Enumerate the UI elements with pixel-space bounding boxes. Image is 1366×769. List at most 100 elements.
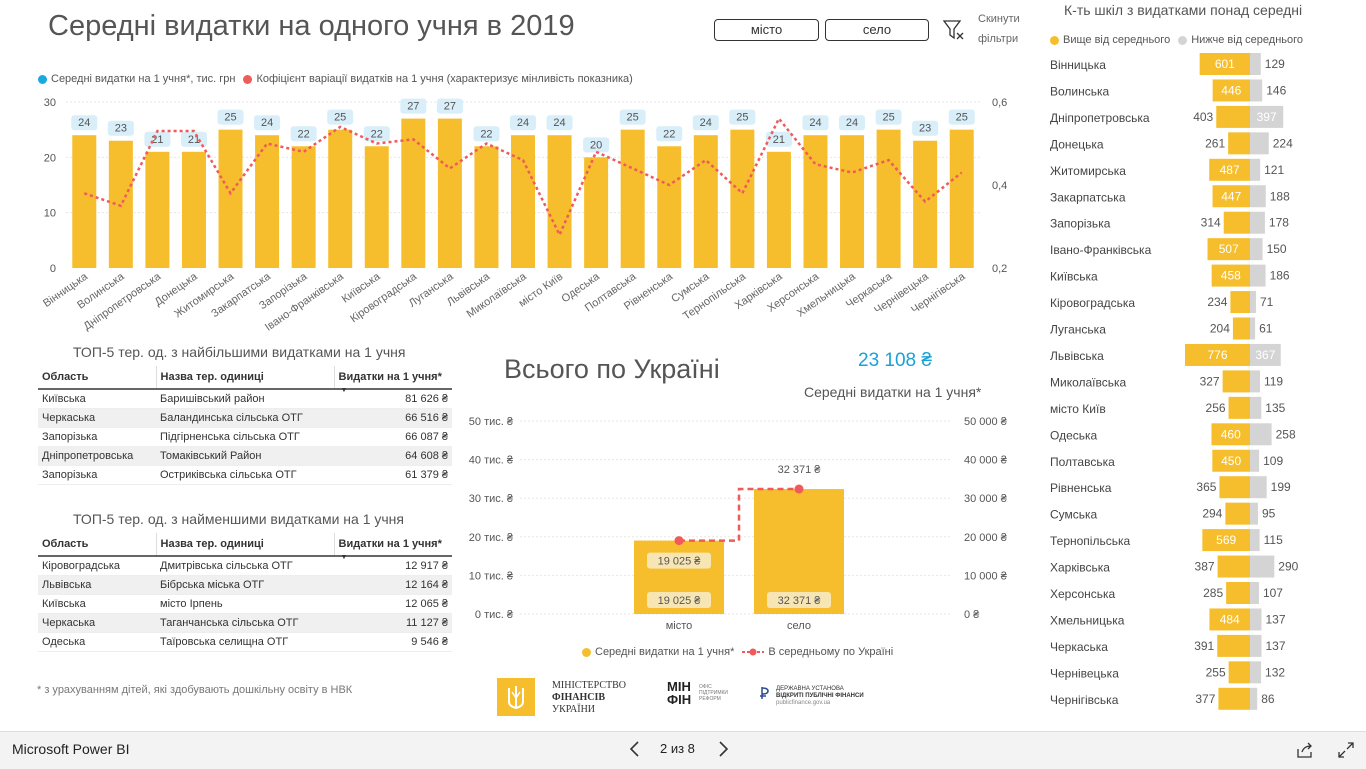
bar-below[interactable] [1250, 370, 1260, 393]
bar-above[interactable] [1207, 238, 1250, 261]
bar-above[interactable] [1212, 449, 1250, 472]
bar-below[interactable] [1250, 158, 1261, 181]
slicer-village-button[interactable]: село [825, 19, 929, 41]
bar-above[interactable] [1223, 211, 1250, 234]
table-row[interactable]: Дніпропетровська Томаківський Район 64 608… [38, 446, 452, 466]
bar-above[interactable] [1211, 423, 1250, 446]
ukraine-avg-point[interactable] [794, 484, 804, 494]
bar[interactable] [218, 129, 243, 268]
bar[interactable] [657, 146, 682, 268]
bar[interactable] [620, 129, 645, 268]
bar-below[interactable] [1250, 502, 1258, 525]
bar[interactable] [291, 146, 316, 268]
bar[interactable] [803, 135, 828, 268]
table-row[interactable]: Черкаська Таганчанська сільська ОТГ 11 127… [38, 613, 452, 633]
bar-above[interactable] [1218, 687, 1250, 710]
bar-below[interactable] [1250, 79, 1263, 102]
bar-below[interactable] [1250, 105, 1284, 128]
bar-below[interactable] [1250, 343, 1281, 366]
bar[interactable] [72, 135, 97, 268]
next-page-icon[interactable] [716, 739, 730, 764]
bar[interactable] [255, 135, 280, 268]
bar-below[interactable] [1250, 634, 1262, 657]
bar-above[interactable] [1226, 582, 1250, 604]
bar[interactable] [108, 140, 133, 268]
bar-above[interactable] [1232, 317, 1250, 340]
bar-below[interactable] [1250, 529, 1260, 552]
bar-below[interactable] [1250, 132, 1269, 155]
col-region[interactable]: Область [38, 533, 156, 557]
bar[interactable] [364, 146, 389, 268]
bar-above[interactable] [1212, 185, 1250, 208]
bar[interactable] [474, 146, 499, 268]
bar[interactable] [401, 118, 426, 268]
table-row[interactable]: Запорізька Підгірненська сільська ОТГ 66 0… [38, 427, 452, 447]
bar-below[interactable] [1250, 185, 1266, 208]
bar-below[interactable] [1250, 661, 1262, 684]
bar-above[interactable] [1209, 158, 1250, 181]
bar-above[interactable] [1217, 555, 1250, 578]
col-unit-name[interactable]: Назва тер. одиниці [155, 366, 334, 390]
bar-below[interactable] [1250, 264, 1266, 287]
bar-above[interactable] [1230, 291, 1250, 314]
reset-filters-label[interactable]: Скинути фільтри [978, 9, 1020, 49]
bar-below[interactable] [1250, 608, 1262, 631]
bar-above[interactable] [1225, 502, 1250, 525]
slicer-city-button[interactable]: місто [714, 19, 819, 41]
bar[interactable] [437, 118, 462, 268]
col-region[interactable]: Область [38, 366, 156, 390]
bar[interactable] [547, 135, 572, 268]
bar-below[interactable] [1250, 423, 1272, 446]
bar-above[interactable] [1199, 53, 1250, 75]
bar-below[interactable] [1250, 555, 1275, 578]
bar[interactable] [584, 157, 609, 268]
bar-above[interactable] [1185, 343, 1250, 366]
table-row[interactable]: Київська місто Ірпень 12 065 ₴ [38, 594, 452, 614]
bar-above[interactable] [1217, 634, 1250, 657]
col-unit-name[interactable]: Назва тер. одиниці [155, 533, 334, 557]
bar-below[interactable] [1250, 396, 1262, 419]
col-expenses[interactable]: Видатки на 1 учня* ▼ [333, 366, 452, 394]
bar-above[interactable] [1209, 608, 1250, 631]
bar[interactable] [876, 129, 901, 268]
table-row[interactable]: Львівська Бібрська міська ОТГ 12 164 ₴ [38, 575, 452, 595]
bar-below[interactable] [1250, 449, 1260, 472]
bar-above[interactable] [1222, 370, 1250, 393]
bar-below[interactable] [1250, 687, 1258, 710]
bar[interactable] [181, 151, 206, 268]
bar-below[interactable] [1250, 582, 1259, 604]
bar[interactable] [328, 129, 353, 268]
table-row[interactable]: Кіровоградська Дмитрівська сільська ОТГ 12… [38, 556, 452, 576]
bar[interactable] [693, 135, 718, 268]
bar-above[interactable] [1216, 105, 1250, 128]
powerbi-brand[interactable]: Microsoft Power BI [12, 741, 130, 757]
bar-below[interactable] [1250, 476, 1267, 499]
bar[interactable] [766, 151, 791, 268]
ukraine-avg-point[interactable] [674, 536, 684, 546]
table-row[interactable]: Київська Баришівський район 81 626 ₴ [38, 389, 452, 409]
fullscreen-icon[interactable] [1337, 741, 1355, 764]
bar-above[interactable] [1228, 132, 1250, 155]
bar[interactable] [913, 140, 938, 268]
bar-below[interactable] [1250, 317, 1256, 340]
bar[interactable] [949, 129, 974, 268]
col-expenses[interactable]: Видатки на 1 учня* ▼ [333, 533, 452, 561]
bar[interactable] [840, 135, 865, 268]
table-row[interactable]: Запорізька Остриківська сільська ОТГ 61 37… [38, 465, 452, 485]
bar[interactable] [511, 135, 535, 268]
prev-page-icon[interactable] [628, 739, 642, 764]
bar-above[interactable] [1202, 529, 1250, 552]
table-row[interactable]: Одеська Таїровська селищна ОТГ 9 546 ₴ [38, 632, 452, 652]
bar-above[interactable] [1219, 476, 1250, 499]
table-row[interactable]: Черкаська Баландинська сільська ОТГ 66 516… [38, 408, 452, 428]
bar-above[interactable] [1228, 661, 1250, 684]
reset-filter-icon[interactable] [941, 18, 965, 42]
bar-below[interactable] [1250, 53, 1261, 75]
bar-above[interactable] [1228, 396, 1250, 419]
bar-below[interactable] [1250, 291, 1256, 314]
bar-above[interactable] [1211, 264, 1250, 287]
bar-above[interactable] [1212, 79, 1250, 102]
share-icon[interactable] [1296, 741, 1314, 764]
bar[interactable] [730, 129, 755, 268]
bar[interactable] [145, 151, 170, 268]
